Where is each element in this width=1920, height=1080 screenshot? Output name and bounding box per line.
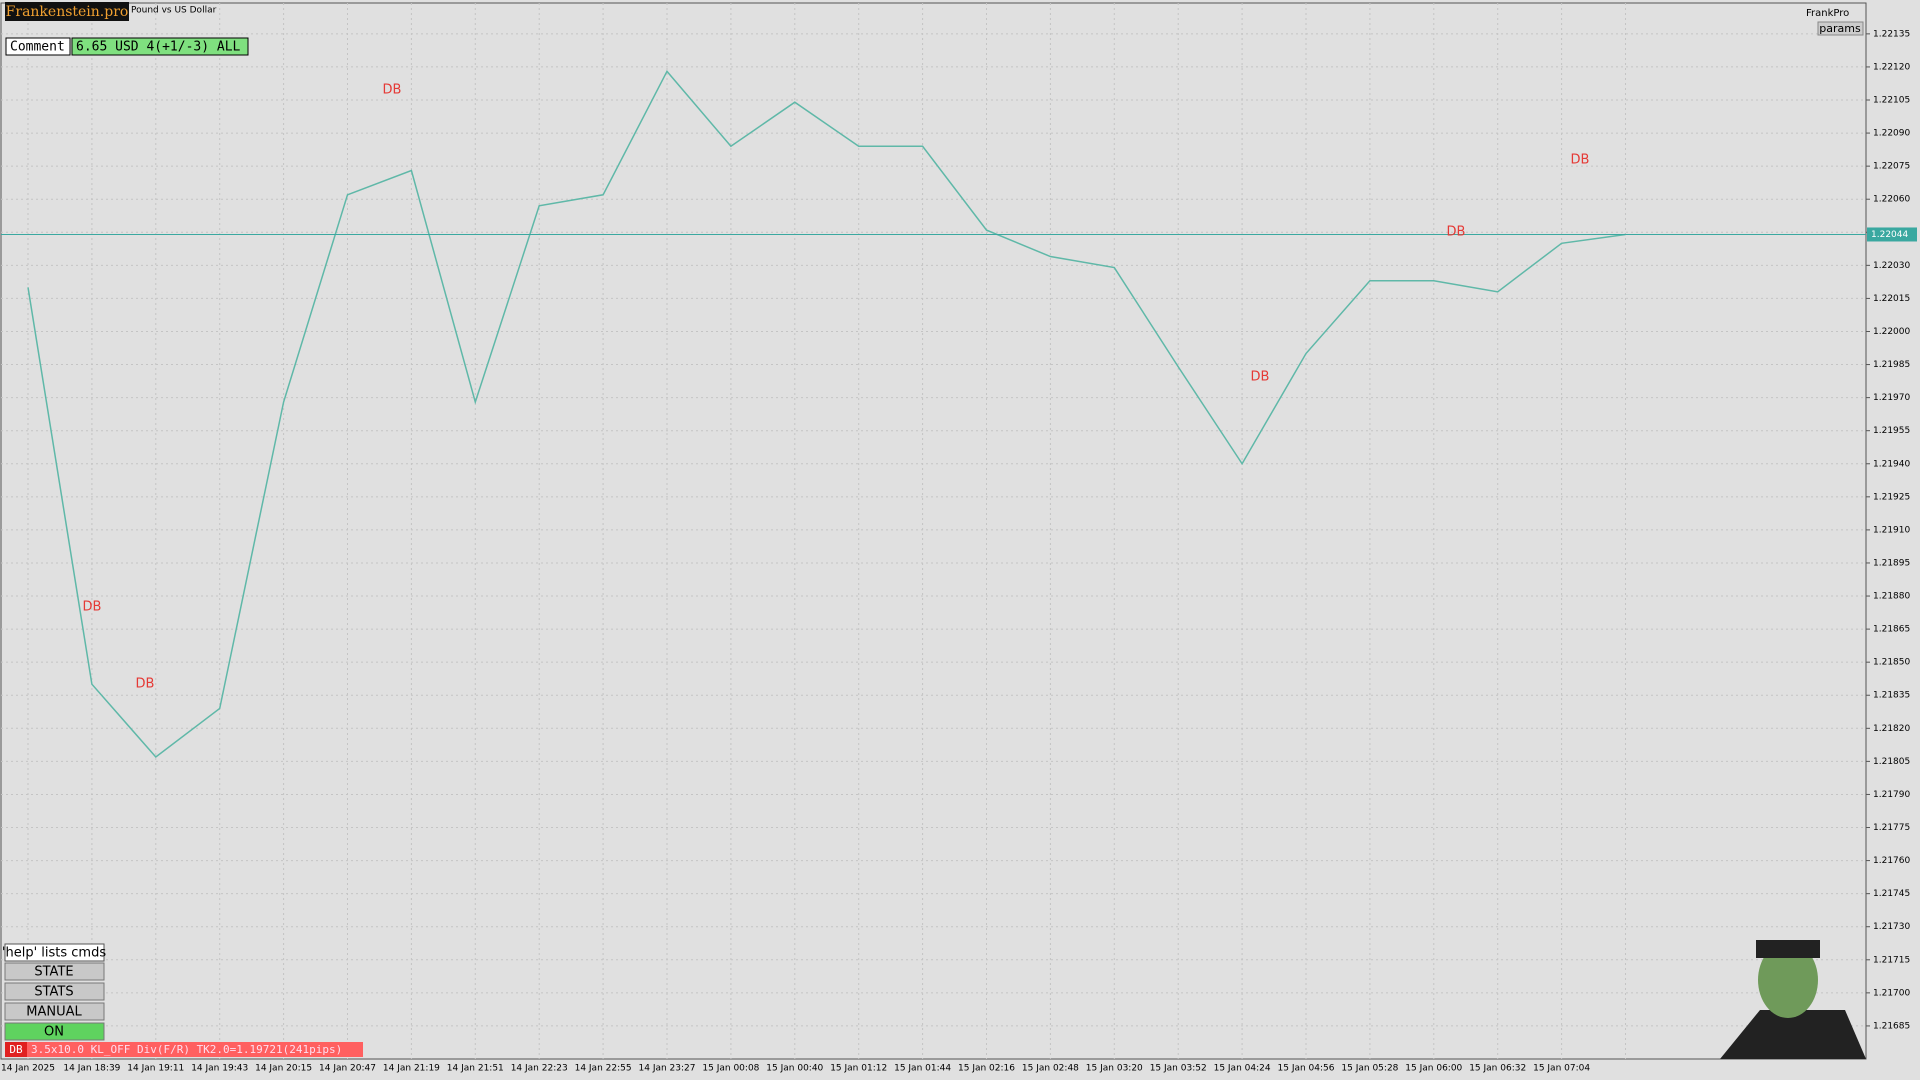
y-tick-label: 1.21835 [1873,691,1910,701]
x-tick-label: 15 Jan 05:28 [1341,1064,1398,1074]
status-tag-box [5,1042,27,1057]
comment-box [5,37,71,56]
button-box[interactable] [4,962,105,981]
button[interactable]: ON [44,1025,64,1040]
current-price: 1.22044 [1871,230,1908,240]
x-tick-label: 14 Jan 23:27 [639,1064,696,1074]
annotation: DB [383,83,402,98]
y-tick-label: 1.21745 [1873,889,1910,899]
button[interactable]: STATS [34,985,73,1000]
params[interactable]: params [1819,22,1861,35]
y-tick-label: 1.22090 [1873,129,1910,139]
y-tick-label: 1.21730 [1873,922,1910,932]
annotation: DB [1251,370,1270,385]
button-box[interactable] [4,982,105,1001]
comment-label: Comment [10,40,65,55]
comment-value-box [71,37,249,56]
y-tick-label: 1.22075 [1873,162,1910,172]
x-tick-label: 15 Jan 01:44 [894,1064,951,1074]
comment-value: 6.65 USD 4(+1/-3) ALL [76,40,241,55]
x-tick-label: 15 Jan 03:20 [1086,1064,1143,1074]
x-tick-label: 14 Jan 2025 [1,1064,55,1074]
symbol: Pound vs US Dollar [131,6,217,16]
x-tick-label: 15 Jan 04:24 [1214,1064,1271,1074]
x-tick-label: 15 Jan 03:52 [1150,1064,1207,1074]
y-tick-label: 1.22030 [1873,261,1910,271]
y-tick-label: 1.21850 [1873,658,1910,668]
button-box[interactable] [4,1002,105,1021]
x-tick-label: 15 Jan 04:56 [1278,1064,1335,1074]
price-line [27,70,1626,758]
y-tick-label: 1.21940 [1873,459,1910,469]
x-tick-label: 14 Jan 20:15 [255,1064,312,1074]
help-box [4,943,105,962]
x-tick-label: 14 Jan 19:11 [127,1064,184,1074]
params-box[interactable] [1817,21,1864,36]
current-price-box [1867,227,1917,242]
button[interactable]: STATE [34,965,73,980]
y-tick-label: 1.21820 [1873,724,1910,734]
brand: FrankPro [1806,8,1849,19]
y-tick-label: 1.21970 [1873,393,1910,403]
y-tick-label: 1.22060 [1873,195,1910,205]
y-tick-label: 1.22105 [1873,96,1910,106]
y-tick-label: 1.21865 [1873,625,1910,635]
x-tick-label: 15 Jan 02:48 [1022,1064,1079,1074]
x-tick-label: 14 Jan 18:39 [63,1064,120,1074]
mascot [1720,940,1866,1059]
y-tick-label: 1.22120 [1873,62,1910,72]
status-tag: DB [9,1043,23,1056]
y-tick-label: 1.21985 [1873,360,1910,370]
y-tick-label: 1.21715 [1873,955,1910,965]
y-tick-label: 1.21805 [1873,757,1910,767]
x-tick-label: 14 Jan 22:55 [575,1064,632,1074]
x-tick-label: 14 Jan 21:19 [383,1064,440,1074]
annotation: DB [1447,225,1466,240]
y-tick-label: 1.21790 [1873,790,1910,800]
x-tick-label: 15 Jan 06:00 [1405,1064,1462,1074]
y-tick-label: 1.21700 [1873,988,1910,998]
annotation: DB [136,677,155,692]
logo: Frankenstein.pro [6,4,129,20]
annotation: DB [83,600,102,615]
y-tick-label: 1.21925 [1873,492,1910,502]
x-tick-label: 14 Jan 19:43 [191,1064,248,1074]
y-tick-label: 1.21760 [1873,856,1910,866]
x-tick-label: 15 Jan 01:12 [830,1064,887,1074]
button[interactable]: MANUAL [26,1005,82,1020]
x-tick-label: 15 Jan 00:40 [766,1064,823,1074]
y-tick-label: 1.21895 [1873,558,1910,568]
status-box [27,1042,363,1057]
y-tick-label: 1.22135 [1873,29,1910,39]
y-tick-label: 1.21775 [1873,823,1910,833]
y-tick-label: 1.21955 [1873,426,1910,436]
button-box[interactable] [4,1022,105,1041]
y-tick-label: 1.21880 [1873,592,1910,602]
plot-frame [0,2,1867,1060]
y-tick-label: 1.21910 [1873,525,1910,535]
annotation: DB [1571,153,1590,168]
x-tick-label: 15 Jan 00:08 [702,1064,759,1074]
x-tick-label: 14 Jan 20:47 [319,1064,376,1074]
y-tick-label: 1.22015 [1873,294,1910,304]
x-tick-label: 14 Jan 22:23 [511,1064,568,1074]
x-tick-label: 15 Jan 02:16 [958,1064,1015,1074]
x-tick-label: 14 Jan 21:51 [447,1064,504,1074]
y-tick-label: 1.21685 [1873,1021,1910,1031]
y-tick-label: 1.22000 [1873,327,1910,337]
x-tick-label: 15 Jan 06:32 [1469,1064,1526,1074]
logo-box [5,2,129,21]
x-tick-label: 15 Jan 07:04 [1533,1064,1590,1074]
help: 'help' lists cmds [2,946,106,961]
status: 3.5x10.0 KL_OFF Div(F/R) TK2.0=1.19721(2… [31,1043,342,1056]
